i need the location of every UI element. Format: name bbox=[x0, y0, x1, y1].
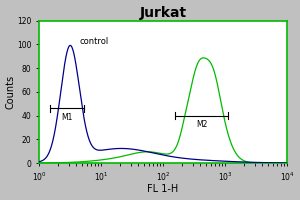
X-axis label: FL 1-H: FL 1-H bbox=[147, 184, 179, 194]
Title: Jurkat: Jurkat bbox=[140, 6, 187, 20]
Text: control: control bbox=[80, 37, 109, 46]
Text: M2: M2 bbox=[196, 120, 208, 129]
Y-axis label: Counts: Counts bbox=[6, 75, 16, 109]
Text: M1: M1 bbox=[61, 113, 73, 122]
